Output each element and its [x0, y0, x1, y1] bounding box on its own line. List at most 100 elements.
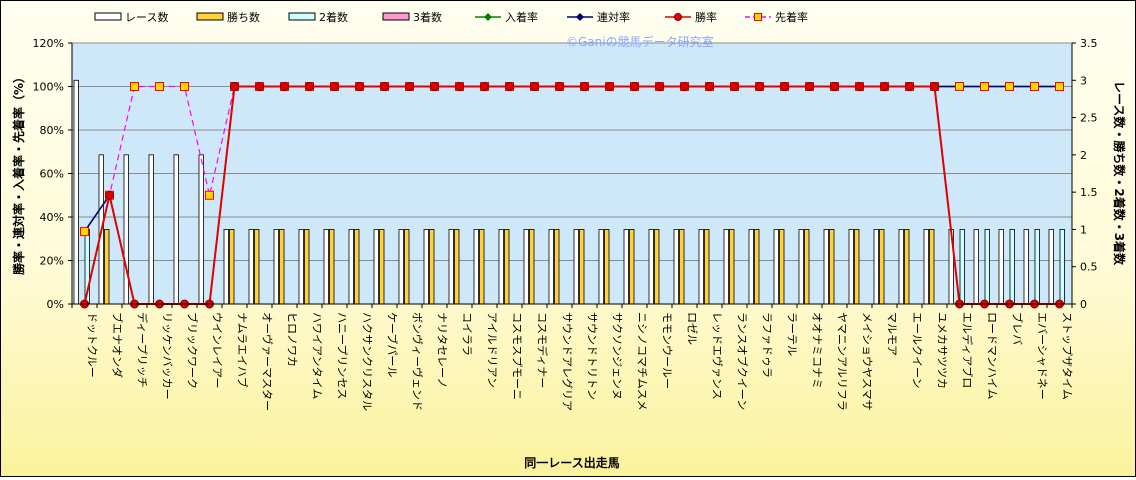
bar-レース数 [723, 229, 729, 305]
bar-勝ち数 [454, 229, 460, 305]
bar-勝ち数 [554, 229, 560, 305]
point-勝率 [855, 82, 864, 91]
bar-レース数 [1048, 229, 1054, 305]
right-tick-label: 3.5 [1080, 37, 1098, 50]
line-series [80, 82, 1064, 309]
point-勝率 [105, 190, 114, 200]
point-勝率 [530, 82, 539, 91]
point-勝率 [630, 82, 639, 91]
category-label: オオナミコナミ [811, 312, 824, 389]
bar-勝ち数 [479, 229, 485, 305]
bar-勝ち数 [879, 229, 885, 305]
right-tick-label: 1.5 [1080, 186, 1098, 199]
point-勝率 [730, 82, 739, 91]
category-label: エールクイーン [911, 312, 924, 388]
bar-勝ち数 [829, 229, 835, 305]
point-勝率 [930, 82, 939, 91]
bar-レース数 [748, 229, 754, 305]
legend-item-seconds: 2着数 [288, 10, 348, 24]
point-先着率 [1055, 82, 1064, 91]
bar-2着数 [1009, 229, 1015, 305]
bar-レース数 [873, 229, 879, 305]
category-label: ロゼル [686, 312, 699, 345]
bar-勝ち数 [429, 229, 435, 305]
legend-label: 入着率 [505, 10, 538, 24]
bar-レース数 [698, 229, 704, 305]
point-勝率 [880, 82, 889, 91]
bar-勝ち数 [779, 229, 785, 305]
point-勝率 [230, 82, 239, 91]
left-tick-label: 100% [33, 81, 64, 94]
legend-label: 3着数 [413, 10, 442, 24]
bar-勝ち数 [104, 229, 110, 305]
left-tick-label: 20% [40, 255, 64, 268]
category-label: ナリタセレーノ [436, 312, 449, 388]
legend-item-thirds: 3着数 [382, 10, 442, 24]
legend-marker [576, 13, 584, 21]
left-tick-label: 60% [40, 168, 64, 181]
category-labels: ドットクルー ブエナオンダ ディープリッチ リッケンバッカー ブリックワーク ウインレイア… [86, 312, 1074, 411]
bar-勝ち数 [629, 229, 635, 305]
legend-item-win_rate: 勝率 [665, 10, 717, 24]
bar-レース数 [798, 229, 804, 305]
left-axis-ticks: 0% 20% 40% 60% 80% 100% 120% [33, 37, 72, 311]
bar-勝ち数 [604, 229, 610, 305]
right-tick-label: 2.5 [1080, 112, 1098, 125]
point-先着率 [80, 227, 89, 237]
right-tick-label: 0 [1080, 298, 1087, 311]
watermark: ©Ganiの競馬データ研究室 [566, 34, 714, 49]
point-勝率 [505, 82, 514, 91]
bar-レース数 [223, 229, 229, 305]
bar-勝ち数 [854, 229, 860, 305]
category-label: アイルドリアン [486, 312, 499, 388]
point-先着率 [1005, 82, 1014, 91]
bar-勝ち数 [904, 229, 910, 305]
category-label: ナムラエイハブ [236, 312, 250, 388]
bar-勝ち数 [804, 229, 810, 305]
bar-レース数 [573, 229, 579, 305]
bar-レース数 [473, 229, 479, 305]
category-label: ウインレイアー [211, 312, 224, 388]
bar-勝ち数 [354, 229, 360, 305]
legend-item-races: レース数 [94, 11, 168, 24]
bar-レース数 [623, 229, 629, 305]
category-label: リッケンバッカー [161, 312, 174, 400]
legend-label: 勝率 [695, 10, 717, 24]
point-勝率 [680, 82, 689, 91]
legend-marker [484, 13, 492, 21]
right-tick-label: 0.5 [1080, 261, 1098, 274]
point-勝率 [380, 82, 389, 91]
bar-レース数 [548, 229, 554, 305]
left-tick-label: 40% [40, 211, 64, 224]
bar-レース数 [648, 229, 654, 305]
category-label: ラーテル [786, 312, 799, 356]
category-label: サクソンジェンヌ [611, 312, 624, 400]
category-label: ランスオブクイーン [736, 312, 750, 410]
legend-swatch [94, 12, 122, 21]
category-label: ハニープリンセス [336, 312, 349, 399]
point-勝率 [255, 82, 264, 91]
legend-item-quinella_rate: 連対率 [567, 10, 630, 24]
category-label: サウンドアレグリア [561, 312, 575, 411]
point-勝率 [705, 82, 714, 91]
bar-勝ち数 [529, 229, 535, 305]
bar-レース数 [598, 229, 604, 305]
legend-label: 勝ち数 [227, 10, 260, 24]
bar-レース数 [923, 229, 929, 305]
bar-レース数 [448, 229, 454, 305]
bar-レース数 [973, 229, 979, 305]
point-勝率 [805, 82, 814, 91]
bar-勝ち数 [704, 229, 710, 305]
legend-label: 連対率 [597, 10, 630, 24]
left-tick-label: 120% [33, 37, 64, 50]
category-label: エルディアブロ [961, 312, 975, 388]
point-勝率 [905, 82, 914, 91]
left-axis-title: 勝率・連対率・入着率・先着率（%） [11, 71, 26, 275]
category-label: ケーブパール [386, 312, 400, 377]
line-勝率 [83, 85, 1060, 305]
point-勝率 [480, 82, 489, 91]
point-勝率 [830, 82, 839, 91]
point-勝率 [780, 82, 789, 91]
point-勝率 [580, 82, 589, 91]
